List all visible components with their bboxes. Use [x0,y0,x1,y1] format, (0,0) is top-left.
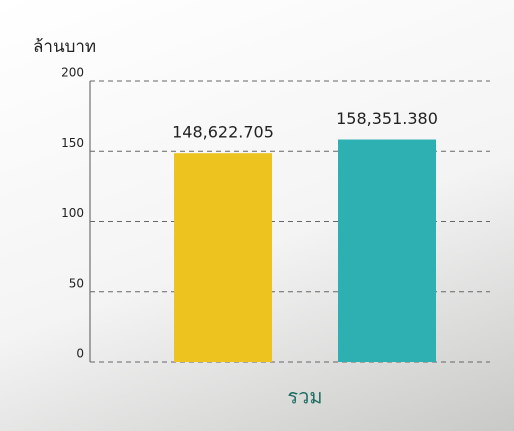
data-label: 148,622.705 [172,123,274,142]
y-tick-label: 0 [76,347,84,361]
x-tick-label: รวม [287,385,322,409]
y-tick-label: 100 [61,206,84,220]
data-label: 158,351.380 [336,109,438,128]
bar [338,139,436,362]
y-axis-label: ล้านบาท [33,37,96,57]
y-tick-label: 200 [61,66,84,80]
bar [174,153,272,362]
y-tick-label: 50 [69,276,84,290]
y-tick-label: 150 [61,136,84,150]
